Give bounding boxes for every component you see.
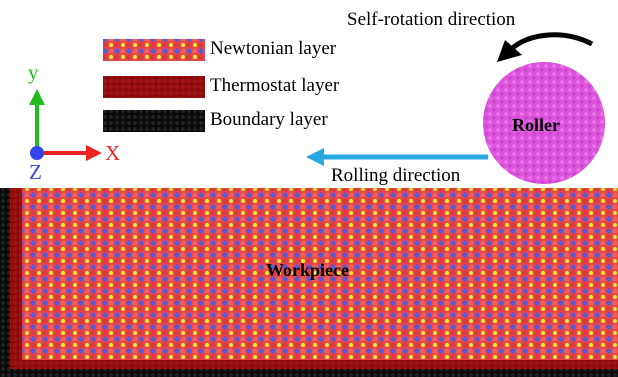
rolling-direction-caption: Rolling direction xyxy=(331,165,461,186)
legend-label-boundary: Boundary layer xyxy=(210,109,328,130)
roller-label: Roller xyxy=(512,115,560,135)
axis-x-arrowhead xyxy=(86,145,102,161)
axis-z-label: Z xyxy=(29,160,42,184)
axis-y-label: y xyxy=(28,60,39,84)
self-rotation-caption: Self-rotation direction xyxy=(347,9,516,30)
legend-swatch-thermostat xyxy=(103,76,205,98)
self-rotation-arrow xyxy=(497,32,594,62)
workpiece xyxy=(0,188,618,377)
roller-sphere xyxy=(483,62,605,184)
coordinate-axes xyxy=(29,89,102,161)
legend-label-newtonian: Newtonian layer xyxy=(210,38,337,59)
legend-label-thermostat: Thermostat layer xyxy=(210,75,340,96)
axis-y-arrowhead xyxy=(29,89,45,105)
rolling-direction-arrow xyxy=(306,148,488,166)
legend-swatch-boundary xyxy=(103,110,205,132)
legend-swatch-newtonian xyxy=(103,39,205,61)
axis-z-dot xyxy=(30,146,44,160)
axis-x-label: X xyxy=(105,141,121,165)
workpiece-label: Workpiece xyxy=(266,260,349,280)
workpiece-newtonian-layer xyxy=(22,188,618,360)
